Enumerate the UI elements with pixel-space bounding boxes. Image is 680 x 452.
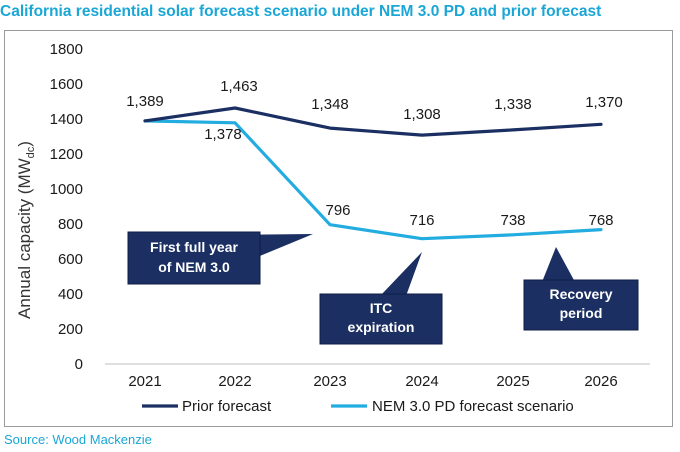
nem-data-label: 768 — [588, 212, 613, 229]
nem-data-label: 1,378 — [204, 126, 242, 143]
y-tick-label: 1800 — [50, 41, 83, 58]
data-labels: 1,389 1,463 1,348 1,308 1,338 1,370 1,378 796 71… — [126, 78, 623, 229]
chart-title: California residential solar forecast sc… — [0, 3, 602, 20]
y-tick-label: 800 — [58, 216, 83, 233]
callout-box — [523, 279, 639, 331]
prior-data-label: 1,389 — [126, 93, 164, 110]
callout-pointer — [542, 247, 575, 282]
legend-nem-label: NEM 3.0 PD forecast scenario — [372, 398, 574, 415]
prior-data-label: 1,370 — [585, 94, 623, 111]
callout-text: expiration — [348, 319, 415, 335]
y-tick-label: 400 — [58, 286, 83, 303]
prior-data-label: 1,308 — [403, 106, 441, 123]
callout-text: ITC — [370, 300, 393, 316]
y-tick-label: 0 — [75, 356, 83, 373]
callout-text: Recovery — [549, 286, 612, 302]
x-tick-label: 2025 — [496, 373, 529, 390]
prior-data-label: 1,338 — [494, 96, 532, 113]
callout-box — [319, 293, 443, 345]
y-tick-label: 1000 — [50, 181, 83, 198]
source-note: Source: Wood Mackenzie — [4, 432, 152, 447]
prior-forecast-line — [143, 106, 603, 137]
y-tick-label: 600 — [58, 251, 83, 268]
y-tick-label: 200 — [58, 321, 83, 338]
y-axis-title: Annual capacity (MWdc) — [15, 141, 37, 319]
nem-data-label: 716 — [409, 212, 434, 229]
x-tick-label: 2026 — [584, 373, 617, 390]
prior-data-label: 1,348 — [311, 96, 349, 113]
x-tick-labels: 2021 2022 2023 2024 2025 2026 — [128, 373, 617, 390]
legend: Prior forecast NEM 3.0 PD forecast scenar… — [142, 398, 574, 415]
callouts: First full year of NEM 3.0 ITC expiration Re… — [127, 231, 639, 345]
callout-text: period — [560, 305, 603, 321]
legend-prior-label: Prior forecast — [182, 398, 272, 415]
series-lines — [143, 106, 603, 241]
x-tick-label: 2021 — [128, 373, 161, 390]
nem-data-label: 796 — [325, 202, 350, 219]
y-tick-label: 1400 — [50, 111, 83, 128]
callout-text: First full year — [150, 239, 238, 255]
x-tick-label: 2024 — [405, 373, 438, 390]
nem-forecast-line — [143, 119, 603, 241]
y-tick-label: 1200 — [50, 146, 83, 163]
x-tick-label: 2022 — [218, 373, 251, 390]
prior-data-label: 1,463 — [220, 78, 258, 95]
callout-text: of NEM 3.0 — [158, 259, 230, 275]
callout-box — [127, 231, 261, 285]
nem-data-label: 738 — [500, 212, 525, 229]
y-tick-label: 1600 — [50, 76, 83, 93]
chart-frame — [4, 30, 673, 427]
x-tick-label: 2023 — [313, 373, 346, 390]
callout-pointer — [380, 252, 422, 296]
y-tick-labels: 0 200 400 600 800 1000 1200 1400 1600 1800 — [50, 41, 83, 373]
